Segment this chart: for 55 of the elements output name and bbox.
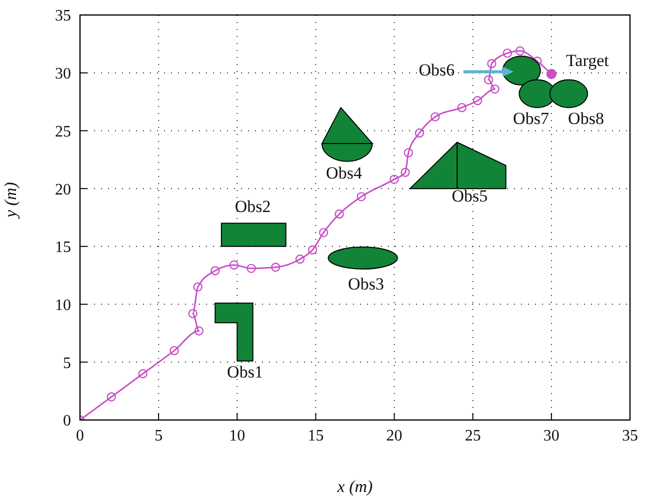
point <box>502 48 512 58</box>
x-tick-label: 10 <box>229 427 246 444</box>
x-tick-label: 30 <box>543 427 560 444</box>
point <box>194 326 204 336</box>
annotation: Target <box>566 50 610 70</box>
y-tick-label: 35 <box>55 8 71 25</box>
point <box>229 260 239 270</box>
x-tick-label: 35 <box>622 427 638 444</box>
point <box>390 174 399 184</box>
y-tick-label: 0 <box>63 412 71 430</box>
point <box>188 308 198 318</box>
point <box>430 112 440 122</box>
x-axis-title: x (m) <box>336 477 374 496</box>
x-tick-label: 5 <box>154 427 163 444</box>
point <box>404 148 414 158</box>
y-tick-label: 20 <box>55 181 71 198</box>
x-tick-label: 0 <box>76 427 84 444</box>
point <box>193 282 202 292</box>
point <box>210 266 220 276</box>
point <box>106 392 116 402</box>
x-tick-label: 15 <box>308 427 324 444</box>
point <box>271 262 280 272</box>
annotation: Obs4 <box>326 164 362 183</box>
annotation: Obs6 <box>418 60 455 80</box>
point <box>138 369 148 378</box>
point <box>295 254 305 264</box>
point <box>334 209 344 219</box>
point <box>356 192 366 202</box>
point <box>490 84 500 94</box>
point <box>400 168 410 177</box>
annotation: Obs7 <box>513 109 550 128</box>
point <box>414 128 424 138</box>
y-tick-label: 30 <box>55 66 71 83</box>
y-tick-label: 15 <box>55 239 71 256</box>
y-tick-label: 10 <box>55 296 71 314</box>
x-tick-label: 25 <box>464 427 481 444</box>
annotation: Obs2 <box>234 197 271 216</box>
point <box>472 96 482 106</box>
x-tick-label: 20 <box>386 427 402 444</box>
point <box>457 102 466 112</box>
annotation: Obs8 <box>568 109 604 128</box>
point <box>515 46 525 56</box>
annotation: Obs1 <box>227 362 263 382</box>
point <box>487 59 496 68</box>
point <box>484 75 494 84</box>
y-tick-label: 5 <box>63 354 71 372</box>
point <box>318 228 328 238</box>
point <box>246 264 256 274</box>
point <box>308 245 318 254</box>
y-tick-label: 25 <box>55 123 71 140</box>
point <box>546 68 557 80</box>
annotation: Obs5 <box>452 186 488 206</box>
y-axis-title: y (m) <box>1 182 20 220</box>
point <box>170 346 179 356</box>
annotation: Obs3 <box>348 274 384 294</box>
